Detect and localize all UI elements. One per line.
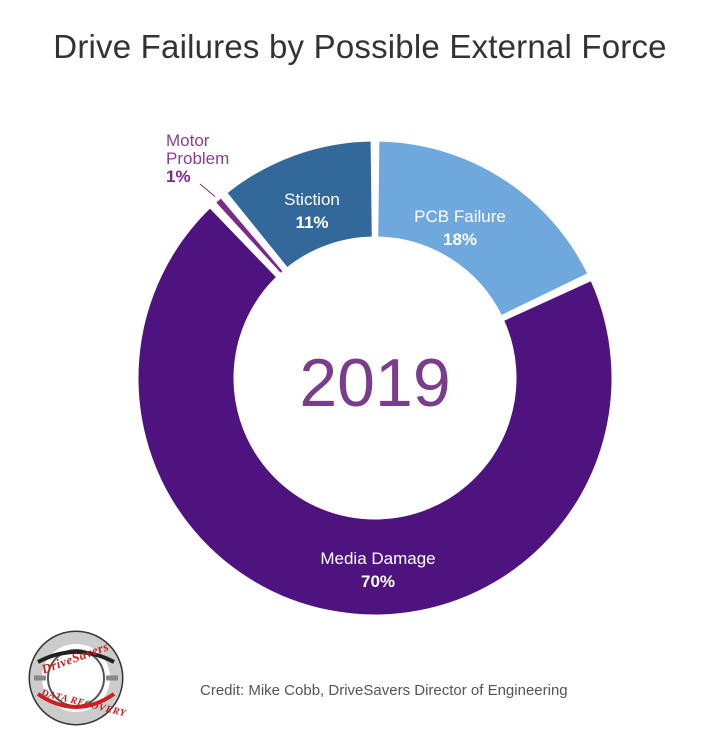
slice-stiction bbox=[223, 138, 375, 272]
slice-motor-problem bbox=[212, 194, 287, 277]
slice-label-name: Problem bbox=[166, 149, 229, 168]
slice-label-name: Stiction bbox=[284, 190, 340, 209]
slice-media-damage bbox=[135, 204, 615, 618]
slice-label-value: 11% bbox=[295, 213, 328, 232]
leader-line bbox=[199, 183, 216, 197]
slices-group bbox=[135, 138, 615, 618]
slice-label-value: 1% bbox=[166, 167, 191, 186]
center-year-label: 2019 bbox=[299, 345, 450, 421]
slice-label-name: PCB Failure bbox=[414, 207, 506, 226]
slice-pcb-failure bbox=[375, 138, 592, 319]
slice-label-name: Motor bbox=[166, 131, 210, 150]
life-ring-icon bbox=[28, 630, 124, 726]
drivesavers-logo: DriveSavers DATA RECOVERY bbox=[20, 622, 132, 734]
chart-title: Drive Failures by Possible External Forc… bbox=[53, 28, 667, 65]
labels-group: PCB Failure 18% Media Damage 70% MotorProble… bbox=[166, 131, 506, 591]
slice-label-value: 70% bbox=[361, 572, 395, 591]
slice-label-value: 18% bbox=[443, 230, 477, 249]
credit-text: Credit: Mike Cobb, DriveSavers Director … bbox=[200, 682, 568, 699]
slice-label-name: Media Damage bbox=[320, 549, 435, 568]
